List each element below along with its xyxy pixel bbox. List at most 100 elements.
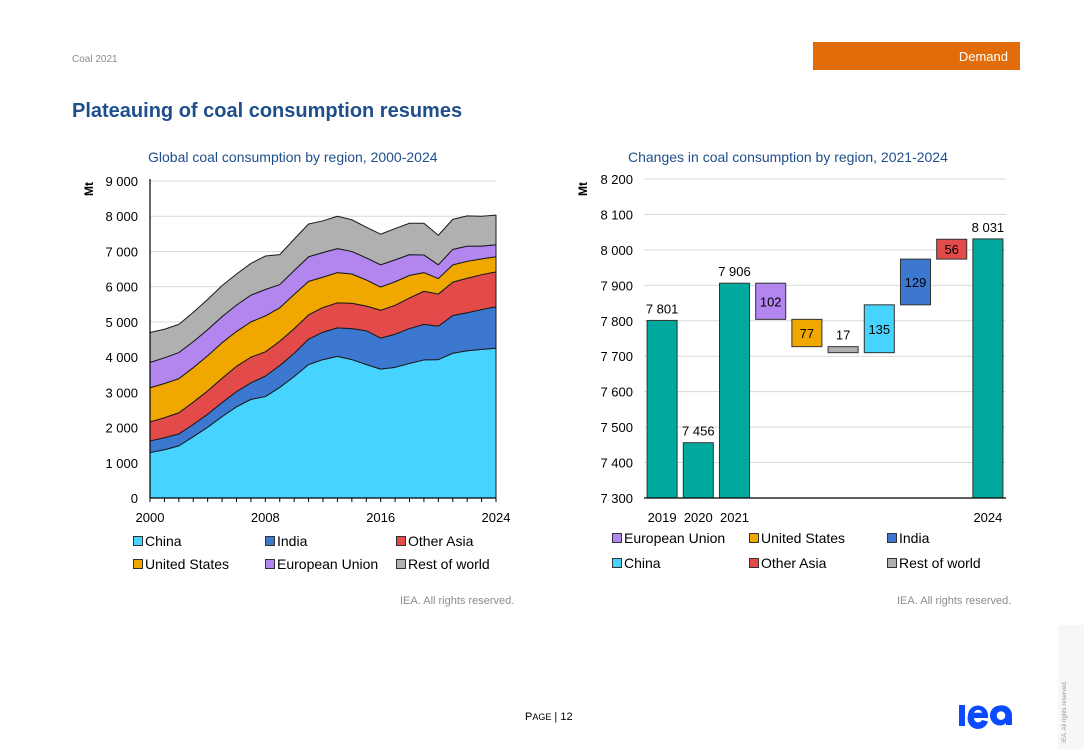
- legend-label: Rest of world: [899, 555, 981, 571]
- page-prefix: PAGE: [525, 711, 552, 723]
- data-label: 7 801: [646, 301, 679, 316]
- legend-swatch: [265, 559, 275, 569]
- legend-item: Rest of world: [887, 555, 981, 571]
- data-label: 7 456: [682, 424, 715, 439]
- y-tick-label: 7 000: [105, 244, 138, 259]
- legend-item: Other Asia: [396, 533, 473, 549]
- y-tick-label: 3 000: [105, 385, 138, 400]
- legend-swatch: [612, 533, 622, 543]
- legend-item: European Union: [265, 556, 378, 572]
- x-tick-label: 2021: [720, 510, 749, 525]
- legend-swatch: [133, 536, 143, 546]
- waterfall-chart-source: IEA. All rights reserved.: [897, 595, 1012, 607]
- legend-label: India: [899, 530, 930, 546]
- page-separator: |: [554, 711, 558, 723]
- delta-bar: [863, 304, 895, 354]
- page-number-value: 12: [560, 711, 573, 723]
- y-tick-label: 7 300: [600, 491, 633, 506]
- area-chart: 0 1 000 2 000 3 000 4 000 5 000 6 000 7 000 8 00…: [105, 174, 511, 525]
- side-rights-strip: IEA. All rights reserved.: [1058, 625, 1084, 749]
- total-bar: [646, 319, 678, 499]
- legend-label: China: [145, 533, 182, 549]
- x-tick-label: 2000: [136, 510, 165, 525]
- x-tick-label: 2024: [973, 510, 1002, 525]
- legend-swatch: [887, 558, 897, 568]
- data-label: 56: [944, 242, 958, 257]
- delta-bar: [827, 346, 859, 354]
- iea-logo: [958, 700, 1022, 735]
- waterfall-chart-title: Changes in coal consumption by region, 2…: [628, 149, 948, 165]
- legend-label: China: [624, 555, 661, 571]
- x-tick-label: 2020: [684, 510, 713, 525]
- delta-bar: [899, 258, 932, 306]
- area-chart-source: IEA. All rights reserved.: [400, 595, 515, 607]
- y-tick-label: 7 500: [600, 420, 633, 435]
- legend-label: United States: [761, 530, 846, 546]
- y-tick-label: 7 800: [600, 314, 633, 329]
- legend-label: United States: [145, 556, 230, 572]
- y-tick-label: 8 100: [600, 207, 633, 222]
- document-label: Coal 2021: [72, 54, 118, 65]
- legend-item: Other Asia: [749, 555, 826, 571]
- waterfall-chart: 7 300 7 400 7 500 7 600 7 700 7 800 7 900 8 000…: [600, 172, 1006, 525]
- legend-swatch: [396, 559, 406, 569]
- legend-item: United States: [749, 530, 845, 546]
- delta-bar: [936, 238, 968, 260]
- section-tab-label: Demand: [958, 48, 1008, 64]
- legend-swatch: [265, 536, 275, 546]
- legend-item: Rest of world: [396, 556, 490, 572]
- legend-swatch: [396, 536, 406, 546]
- data-label: 129: [905, 275, 927, 290]
- y-tick-label: 8 000: [600, 243, 633, 258]
- y-tick-label: 8 000: [105, 209, 138, 224]
- legend-swatch: [133, 559, 143, 569]
- data-label: 8 031: [972, 220, 1005, 235]
- data-label: 7 906: [718, 264, 751, 279]
- y-tick-label: 7 400: [600, 456, 633, 471]
- legend-swatch: [749, 558, 759, 568]
- legend-label: European Union: [277, 556, 379, 572]
- x-tick-label: 2008: [251, 510, 280, 525]
- legend-item: United States: [133, 556, 229, 572]
- y-tick-label: 4 000: [105, 350, 138, 365]
- side-rights-text: IEA. All rights reserved.: [1062, 680, 1068, 743]
- legend-item: China: [612, 555, 661, 571]
- y-tick-label: 7 900: [600, 278, 633, 293]
- x-tick-label: 2019: [648, 510, 677, 525]
- iea-logo-icon: [959, 705, 1013, 729]
- delta-bar: [755, 282, 787, 320]
- legend-label: European Union: [624, 530, 726, 546]
- legend-label: Other Asia: [761, 555, 827, 571]
- data-label: 77: [800, 326, 814, 341]
- data-label: 102: [760, 294, 782, 309]
- legend-swatch: [887, 533, 897, 543]
- page-title: Plateauing of coal consumption resumes: [72, 100, 463, 122]
- y-tick-label: 0: [131, 491, 138, 506]
- legend-item: India: [265, 533, 307, 549]
- total-bar: [682, 442, 714, 499]
- y-tick-label: 8 200: [600, 172, 633, 187]
- y-tick-label: 1 000: [105, 456, 138, 471]
- y-tick-label: 5 000: [105, 315, 138, 330]
- x-tick-label: 2024: [482, 510, 511, 525]
- legend-label: India: [277, 533, 308, 549]
- legend-swatch: [749, 533, 759, 543]
- x-tick-label: 2016: [366, 510, 395, 525]
- area-series-rest-of-world: [149, 214, 497, 363]
- page-number: PAGE | 12: [525, 711, 573, 723]
- legend-item: India: [887, 530, 929, 546]
- data-label: 17: [836, 328, 850, 343]
- y-tick-label: 7 600: [600, 385, 633, 400]
- legend-swatch: [612, 558, 622, 568]
- section-tab: Demand: [813, 42, 1020, 70]
- y-tick-label: 9 000: [105, 174, 138, 189]
- data-label: 135: [868, 322, 890, 337]
- legend-label: Other Asia: [408, 533, 474, 549]
- total-bar: [972, 238, 1004, 499]
- legend-label: Rest of world: [408, 556, 490, 572]
- delta-bar: [791, 318, 823, 348]
- legend-item: European Union: [612, 530, 725, 546]
- y-tick-label: 7 700: [600, 349, 633, 364]
- y-tick-label: 2 000: [105, 421, 138, 436]
- legend-item: China: [133, 533, 182, 549]
